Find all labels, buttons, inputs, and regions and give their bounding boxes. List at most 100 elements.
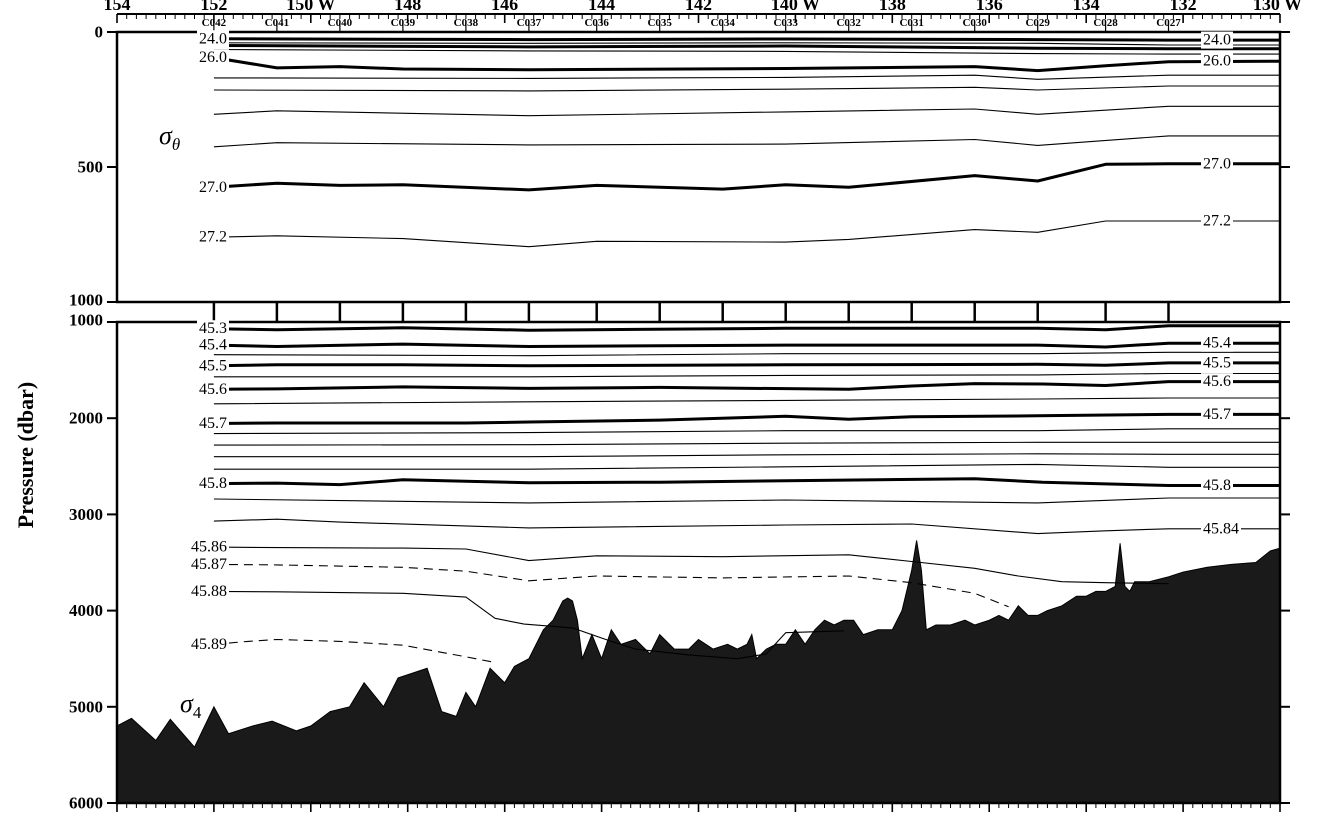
sigma4-contour-45-4	[213, 341, 1280, 349]
sigma4-contour-45-5	[213, 361, 1280, 368]
lon-label-152: 152	[200, 0, 227, 14]
sigma-theta-contour-25-0	[213, 44, 1280, 51]
sigma4-left-label-45-4-bg	[197, 336, 229, 354]
station-label-C033: C033	[773, 17, 798, 29]
sigma-theta-left-label-27-0-bg	[197, 178, 229, 196]
sigma-theta-contours	[213, 37, 1280, 248]
pressure-label-top-1000: 1000	[69, 291, 103, 310]
sigma4-left-label-45-3: 45.3	[199, 320, 227, 337]
lon-label-136: 136	[976, 0, 1003, 14]
sigma4-left-label-45-89-bg	[189, 635, 229, 653]
station-label-C028: C028	[1093, 17, 1118, 29]
sigma4-symbol: σ4	[180, 689, 202, 722]
sigma4-left-label-45-8: 45.8	[199, 475, 227, 492]
lon-label-132: 132	[1170, 0, 1197, 14]
station-label-C040: C040	[328, 17, 353, 29]
sigma4-contour-45-82	[213, 497, 1280, 504]
sigma-theta-left-label-27-2: 27.2	[199, 229, 227, 246]
sigma4-right-label-45-8-bg	[1201, 477, 1233, 495]
sigma4-contour-45-89	[213, 638, 496, 664]
station-label-C038: C038	[454, 17, 479, 29]
sigma-theta-contour-25-5	[213, 48, 1280, 55]
pressure-label-top-500: 500	[78, 158, 104, 177]
sigma4-left-label-45-86-bg	[189, 538, 229, 556]
pressure-label-bot-6000: 6000	[69, 794, 103, 813]
station-label-C035: C035	[647, 17, 672, 29]
sigma4-left-label-45-88-bg	[189, 582, 229, 600]
sigma-theta-contour-27-2	[213, 220, 1280, 248]
sigma4-right-label-45-4-bg	[1201, 334, 1233, 352]
lon-label-150-W: 150 W	[286, 0, 335, 14]
sigma4-left-label-45-7: 45.7	[199, 415, 227, 432]
lon-label-140-W: 140 W	[771, 0, 820, 14]
sigma4-right-label-45-5: 45.5	[1203, 354, 1231, 371]
sigma4-right-label-45-7: 45.7	[1203, 406, 1231, 423]
sigma4-right-label-45-5-bg	[1201, 354, 1233, 372]
sigma4-left-label-45-7-bg	[197, 414, 229, 432]
sigma4-right-label-45-84-bg	[1201, 520, 1241, 538]
sigma-theta-right-label-27-2-bg	[1201, 212, 1233, 230]
lon-label-146: 146	[491, 0, 518, 14]
sigma4-right-label-45-6: 45.6	[1203, 373, 1231, 390]
lon-label-154: 154	[104, 0, 131, 14]
sigma4-left-label-45-6-bg	[197, 380, 229, 398]
sigma4-contour-45-6	[213, 380, 1280, 391]
sigma4-contour-45-87	[213, 563, 1009, 608]
sigma4-right-label-45-4: 45.4	[1203, 335, 1231, 352]
sigma-theta-left-label-24-0: 24.0	[199, 30, 227, 47]
sigma-theta-contour-26-6	[213, 105, 1280, 117]
seafloor-fill	[117, 540, 1280, 803]
upper-panel-frame	[115, 30, 1282, 304]
sigma4-contours	[213, 324, 1280, 664]
sigma-theta-right-label-24-0-bg	[1201, 31, 1233, 49]
sigma-theta-contour-24-0	[213, 37, 1280, 42]
sigma4-left-label-45-89: 45.89	[191, 636, 227, 653]
sigma4-contour-45-8	[213, 477, 1280, 487]
sigma-theta-right-label-26-0: 26.0	[1203, 53, 1231, 70]
station-label-C036: C036	[584, 17, 609, 29]
sigma4-right-label-45-6-bg	[1201, 373, 1233, 391]
station-label-C030: C030	[962, 17, 987, 29]
pressure-label-top-0: 0	[95, 23, 104, 42]
sigma4-contour-45-74	[213, 441, 1280, 446]
sigma-theta-left-label-27-0: 27.0	[199, 179, 227, 196]
lon-label-134: 134	[1073, 0, 1100, 14]
sigma4-contour-45-45	[213, 351, 1280, 357]
sigma-theta-contour-26-0	[213, 56, 1280, 73]
sigma4-contour-45-7	[213, 412, 1280, 425]
sigma4-left-label-45-5: 45.5	[199, 357, 227, 374]
station-label-C037: C037	[517, 17, 542, 29]
sigma4-left-label-45-88: 45.88	[191, 583, 227, 600]
sigma4-contour-45-3	[213, 324, 1280, 332]
sigma-theta-symbol: σθ	[159, 121, 180, 154]
station-label-C029: C029	[1025, 17, 1050, 29]
sigma4-left-label-45-8-bg	[197, 475, 229, 493]
station-label-C039: C039	[391, 17, 416, 29]
sigma4-left-label-45-87-bg	[189, 555, 229, 573]
sigma4-contour-45-72	[213, 428, 1280, 435]
sigma-theta-contour-26-2	[213, 74, 1280, 80]
sigma-theta-left-label-27-2-bg	[197, 228, 229, 246]
sigma4-right-label-45-84: 45.84	[1203, 520, 1239, 537]
station-label-C034: C034	[710, 17, 735, 29]
sigma4-contour-45-76	[213, 453, 1280, 458]
sigma-theta-contour-26-4	[213, 85, 1280, 92]
station-label-C032: C032	[836, 17, 861, 29]
sigma4-left-label-45-87: 45.87	[191, 556, 227, 573]
pressure-label-bot-3000: 3000	[69, 505, 103, 524]
seafloor-topography	[117, 540, 1280, 803]
sigma4-contour-45-86	[213, 546, 1169, 585]
pressure-label-bot-1000: 1000	[69, 311, 103, 330]
sigma-theta-contour-26-8	[213, 135, 1280, 148]
lon-label-148: 148	[394, 0, 421, 14]
pressure-label-bot-5000: 5000	[69, 697, 103, 716]
sigma-theta-left-label-26-0: 26.0	[199, 49, 227, 66]
sigma-theta-right-label-24-0: 24.0	[1203, 32, 1231, 49]
sigma4-contour-45-88	[213, 590, 844, 660]
lon-label-130-W: 130 W	[1253, 0, 1302, 14]
pressure-label-bot-2000: 2000	[69, 409, 103, 428]
station-labels: C042 C041 C040 C039 C038 C037 C036 C035 C034 C033…	[202, 17, 1182, 29]
sigma4-left-label-45-4: 45.4	[199, 337, 227, 354]
